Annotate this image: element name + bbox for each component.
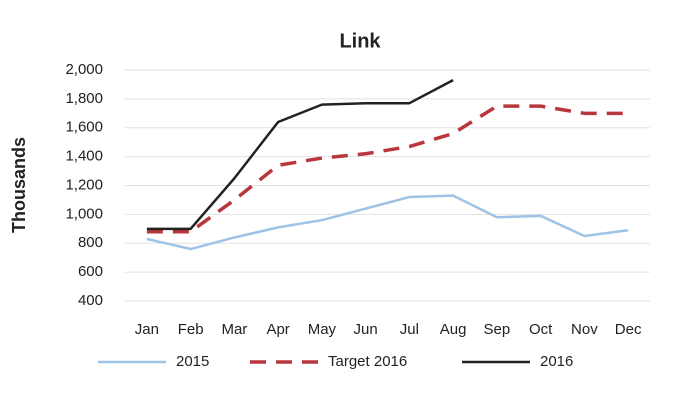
y-tick-label: 1,000	[65, 205, 103, 222]
y-tick-label: 1,600	[65, 119, 103, 136]
x-tick-label: Jan	[135, 321, 159, 338]
y-tick-label: 1,200	[65, 176, 103, 193]
x-tick-label: Apr	[266, 321, 289, 338]
y-tick-label: 1,800	[65, 90, 103, 107]
legend-label: 2016	[540, 353, 573, 370]
legend-label: 2015	[176, 353, 209, 370]
legend-label: Target 2016	[328, 353, 407, 370]
y-tick-label: 800	[78, 234, 103, 251]
y-tick-label: 600	[78, 263, 103, 280]
x-tick-label: Oct	[529, 321, 553, 338]
series-line	[146, 79, 454, 231]
x-tick-label: Mar	[221, 321, 247, 338]
x-tick-label: Aug	[440, 321, 467, 338]
x-tick-label: Dec	[615, 321, 642, 338]
x-tick-label: Feb	[178, 321, 204, 338]
series-line	[146, 194, 629, 251]
y-tick-label: 1,400	[65, 148, 103, 165]
x-tick-label: May	[308, 321, 337, 338]
y-tick-label: 400	[78, 292, 103, 309]
chart-title: Link	[339, 30, 381, 52]
y-axis-label: Thousands	[9, 137, 29, 233]
y-tick-label: 2,000	[65, 61, 103, 78]
x-tick-label: Nov	[571, 321, 598, 338]
series-line	[146, 104, 629, 234]
x-tick-label: Jul	[400, 321, 419, 338]
x-tick-label: Sep	[484, 321, 511, 338]
x-tick-label: Jun	[354, 321, 378, 338]
